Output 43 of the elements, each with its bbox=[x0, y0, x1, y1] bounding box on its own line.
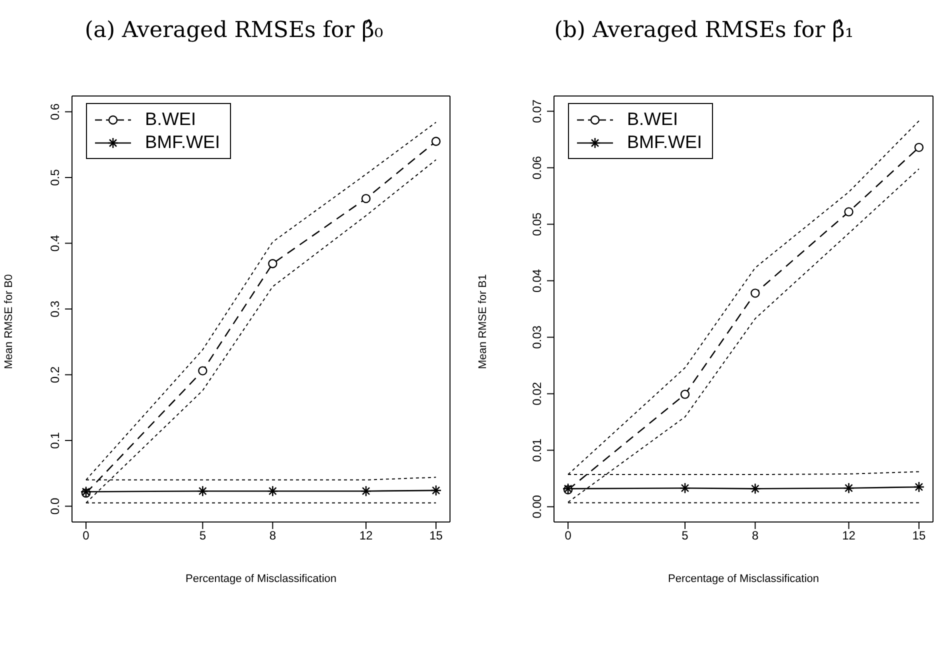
y-tick-label: 0.02 bbox=[530, 382, 544, 406]
x-axis-title: Percentage of Misclassification bbox=[185, 573, 337, 585]
x-tick-label: 0 bbox=[564, 528, 572, 543]
x-tick-label: 12 bbox=[842, 528, 856, 543]
x-tick-label: 12 bbox=[359, 528, 373, 543]
x-axis-title: Percentage of Misclassification bbox=[668, 573, 820, 585]
y-axis-title: Mean RMSE for B1 bbox=[476, 274, 489, 369]
point bbox=[750, 288, 760, 298]
y-tick-label: 0.00 bbox=[530, 494, 544, 518]
y-tick-label: 0.4 bbox=[48, 234, 62, 252]
point bbox=[844, 207, 854, 216]
x-tick-label: 5 bbox=[199, 528, 206, 543]
chart-title: (b) Averaged RMSEs for β̂₁ bbox=[553, 18, 855, 43]
chart-title: (a) Averaged RMSEs for β̂₀ bbox=[84, 18, 384, 43]
legend-label: B.WEI bbox=[627, 109, 678, 130]
point bbox=[914, 142, 924, 152]
legend-label: BMF.WEI bbox=[145, 132, 220, 153]
x-tick-label: 0 bbox=[82, 528, 90, 543]
y-axis-title: Mean RMSE for B0 bbox=[2, 274, 15, 369]
x-tick-label: 8 bbox=[752, 528, 759, 543]
point bbox=[431, 136, 441, 146]
x-tick-label: 15 bbox=[912, 528, 926, 543]
y-tick-label: 0.3 bbox=[48, 300, 62, 318]
y-tick-label: 0.6 bbox=[48, 103, 62, 120]
point bbox=[198, 366, 208, 376]
y-tick-label: 0.01 bbox=[530, 438, 544, 462]
y-tick-label: 0.2 bbox=[48, 366, 62, 384]
x-tick-label: 15 bbox=[429, 528, 443, 543]
y-tick-label: 0.05 bbox=[530, 212, 544, 236]
x-tick-label: 8 bbox=[269, 528, 276, 543]
legend-label: BMF.WEI bbox=[627, 132, 702, 153]
x-tick-label: 5 bbox=[682, 528, 689, 543]
point bbox=[268, 259, 278, 268]
y-tick-label: 0.04 bbox=[530, 268, 544, 292]
point bbox=[680, 390, 690, 399]
point bbox=[361, 194, 371, 204]
legend-label: B.WEI bbox=[145, 109, 196, 130]
y-tick-label: 0.1 bbox=[48, 432, 62, 449]
y-tick-label: 0.03 bbox=[530, 325, 544, 349]
y-tick-label: 0.06 bbox=[530, 156, 544, 180]
y-tick-label: 0.07 bbox=[530, 99, 544, 123]
y-tick-label: 0.5 bbox=[48, 168, 62, 186]
y-tick-label: 0.0 bbox=[48, 498, 62, 515]
